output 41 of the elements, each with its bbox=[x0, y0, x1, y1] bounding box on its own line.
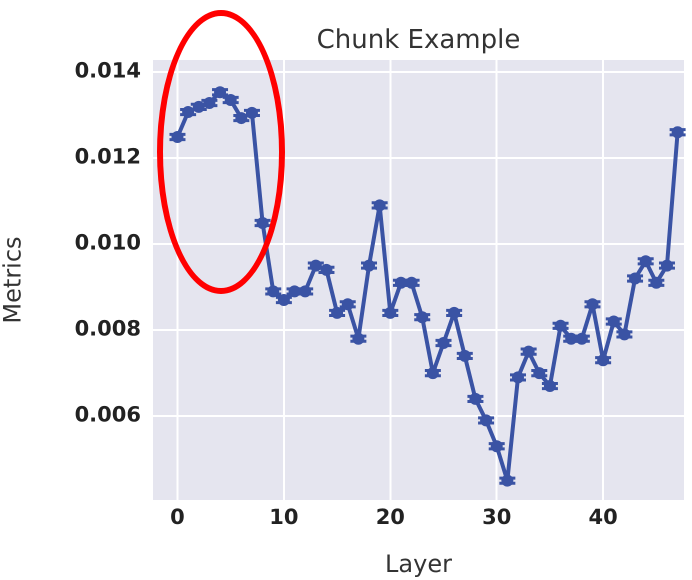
y-tick-label: 0.010 bbox=[74, 230, 141, 255]
point bbox=[214, 86, 226, 98]
point bbox=[171, 130, 184, 143]
point bbox=[480, 414, 492, 426]
point bbox=[629, 272, 642, 284]
point bbox=[224, 94, 237, 106]
point bbox=[640, 255, 652, 268]
x-tick-label: 10 bbox=[269, 505, 299, 530]
x-tick-label: 30 bbox=[482, 505, 512, 530]
point bbox=[235, 112, 248, 124]
chart-title: Chunk Example bbox=[316, 24, 520, 55]
point bbox=[501, 474, 514, 487]
point bbox=[384, 306, 396, 319]
y-tick-label: 0.008 bbox=[74, 316, 141, 341]
point bbox=[660, 260, 673, 272]
point bbox=[310, 260, 322, 272]
point bbox=[416, 311, 428, 324]
point bbox=[374, 199, 386, 212]
y-tick-label: 0.014 bbox=[74, 58, 141, 82]
point bbox=[331, 306, 344, 319]
point bbox=[512, 371, 524, 384]
x-tick-label: 20 bbox=[376, 505, 405, 530]
x-tick-label: 0 bbox=[170, 505, 185, 530]
y-tick-label: 0.012 bbox=[74, 144, 141, 169]
point bbox=[554, 320, 567, 332]
point bbox=[320, 264, 332, 276]
y-tick-label: 0.006 bbox=[74, 402, 141, 427]
point bbox=[246, 106, 258, 119]
point bbox=[426, 367, 439, 380]
point bbox=[533, 367, 546, 380]
point bbox=[608, 316, 620, 328]
x-tick-label: 40 bbox=[588, 505, 618, 530]
point bbox=[490, 440, 503, 452]
point bbox=[618, 328, 630, 340]
point bbox=[363, 260, 376, 272]
point bbox=[448, 306, 460, 319]
point bbox=[672, 126, 684, 138]
y-axis-title: Metrics bbox=[0, 236, 27, 324]
point bbox=[544, 380, 556, 392]
x-axis-title: Layer bbox=[385, 550, 452, 578]
point bbox=[278, 294, 290, 306]
